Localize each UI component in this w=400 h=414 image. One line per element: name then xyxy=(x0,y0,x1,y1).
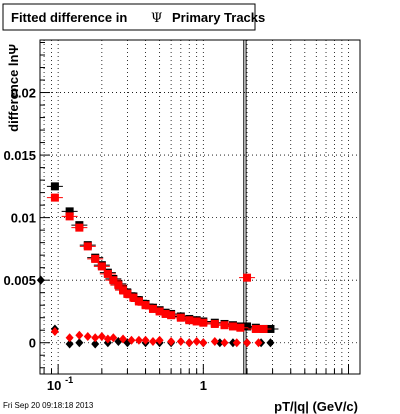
axis-ticks xyxy=(40,42,350,374)
x-tick-label-exponent: -1 xyxy=(65,375,73,385)
x-tick-label: 10 -1 xyxy=(47,375,73,393)
data-point xyxy=(243,322,252,331)
data-point xyxy=(50,182,59,191)
y-tick-label: 0.02 xyxy=(11,86,36,101)
data-point xyxy=(75,223,84,232)
data-point xyxy=(210,319,219,328)
data-point xyxy=(199,338,208,348)
data-point xyxy=(36,275,45,285)
x-tick-label: 1 xyxy=(200,378,207,393)
data-point xyxy=(167,336,176,346)
data-point xyxy=(91,339,100,349)
data-point xyxy=(243,273,252,282)
data-point xyxy=(155,307,164,316)
chart-title: Fitted difference in Ψ Primary Tracks xyxy=(2,3,265,31)
data-point xyxy=(141,335,150,345)
data-point xyxy=(176,313,185,322)
data-point xyxy=(266,338,275,348)
data-point xyxy=(97,331,106,341)
data-point xyxy=(236,323,245,332)
data-point xyxy=(65,333,74,343)
data-point xyxy=(50,326,59,336)
data-point xyxy=(114,281,123,290)
data-point xyxy=(185,338,194,348)
data-point xyxy=(228,322,237,331)
title-prefix: Fitted difference in xyxy=(11,10,127,25)
data-point xyxy=(161,309,170,318)
y-tick-labels: 0 0.005 0.01 0.015 0.02 xyxy=(3,86,36,351)
data-point xyxy=(75,330,84,340)
data-point xyxy=(91,254,100,263)
data-point xyxy=(176,336,185,346)
data-point xyxy=(220,338,229,348)
data-point xyxy=(232,338,241,348)
title-box xyxy=(2,3,256,31)
data-point xyxy=(103,269,112,278)
data-point xyxy=(109,333,118,343)
data-point xyxy=(148,336,157,346)
data-point xyxy=(97,262,106,271)
data-point xyxy=(148,304,157,313)
data-point xyxy=(119,334,128,344)
data-point xyxy=(141,301,150,310)
data-point xyxy=(119,286,128,295)
x-tick-label-base: 10 xyxy=(47,378,61,393)
data-point xyxy=(65,212,74,221)
data-point xyxy=(192,336,201,346)
plot-frame xyxy=(39,39,361,375)
data-point xyxy=(127,335,136,345)
data-series xyxy=(50,326,263,348)
data-point xyxy=(199,318,208,327)
data-point xyxy=(155,335,164,345)
data-point xyxy=(91,333,100,343)
data-point xyxy=(210,336,219,346)
data-point xyxy=(192,317,201,326)
data-series xyxy=(46,193,272,333)
vertical-markers xyxy=(243,40,247,374)
y-tick-label: 0.005 xyxy=(3,273,36,288)
data-point xyxy=(50,193,59,202)
data-point xyxy=(83,331,92,341)
x-tick-labels: 10 -1 1 xyxy=(47,375,207,393)
data-point xyxy=(83,242,92,251)
x-axis-title: pT/|q| (GeV/c) xyxy=(274,399,358,414)
data-point xyxy=(134,297,143,306)
data-point xyxy=(134,335,143,345)
data-point xyxy=(65,207,74,216)
data-point xyxy=(167,311,176,320)
y-tick-label: 0.01 xyxy=(11,211,36,226)
data-point xyxy=(259,324,268,333)
y-axis-title: difference lnΨ xyxy=(6,44,21,132)
data-point xyxy=(103,334,112,344)
data-point xyxy=(254,338,263,348)
y-tick-label: 0 xyxy=(29,336,36,351)
data-point xyxy=(220,321,229,330)
data-point xyxy=(185,316,194,325)
y-tick-label: 0.015 xyxy=(3,148,36,163)
data-points xyxy=(36,182,279,349)
title-symbol: Ψ xyxy=(151,11,162,26)
data-point xyxy=(129,293,138,302)
footer-timestamp: Fri Sep 20 09:18:18 2013 xyxy=(3,401,94,410)
data-point xyxy=(75,338,84,348)
data-point xyxy=(243,338,252,348)
title-suffix: Primary Tracks xyxy=(172,10,265,25)
x-tick-label-base: 1 xyxy=(200,378,207,393)
data-point xyxy=(65,339,74,349)
data-point xyxy=(123,289,132,298)
data-point xyxy=(109,276,118,285)
